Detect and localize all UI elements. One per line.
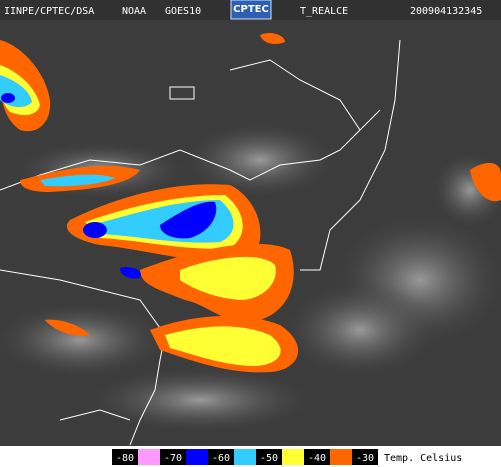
- legend-label-box: [304, 449, 330, 465]
- legend-label-box: [160, 449, 186, 465]
- logo-box: [230, 0, 272, 20]
- source: IINPE/CPTEC/DSA: [4, 6, 94, 17]
- clouds: [0, 120, 501, 435]
- legend-label: -30: [356, 453, 374, 464]
- legend-swatch: [330, 449, 352, 465]
- agency: NOAA: [122, 6, 146, 17]
- legend-swatch: [186, 449, 208, 465]
- borders: [0, 39, 401, 446]
- legend-label: -70: [164, 453, 182, 464]
- cold-tops: [0, 32, 501, 373]
- legend-unit: Temp. Celsius: [384, 453, 462, 464]
- legend-swatch: [138, 449, 160, 465]
- legend-label: -80: [116, 453, 134, 464]
- legend-swatch: [234, 449, 256, 465]
- satellite: GOES10: [165, 6, 201, 17]
- legend-label-box: [256, 449, 282, 465]
- timestamp: 200904132345: [410, 6, 482, 17]
- legend-label: -40: [308, 453, 326, 464]
- legend-label: -50: [260, 453, 278, 464]
- legend: -80 -70 -60 -50 -40 -30 Temp. Celsius: [112, 449, 462, 465]
- logo: CPTEC: [233, 4, 269, 15]
- product: T_REALCE: [300, 6, 348, 17]
- legend-label-box: [352, 449, 378, 465]
- legend-label-box: [112, 449, 138, 465]
- legend-label: -60: [212, 453, 230, 464]
- legend-swatch: [282, 449, 304, 465]
- legend-label-box: [208, 449, 234, 465]
